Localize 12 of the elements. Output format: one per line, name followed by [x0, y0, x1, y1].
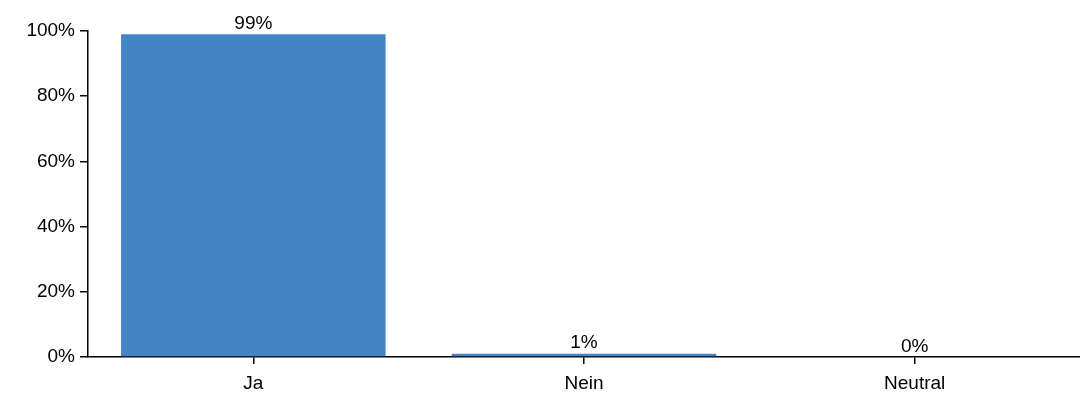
- data-label: 1%: [570, 331, 598, 353]
- x-tick-label: Ja: [243, 371, 264, 393]
- data-label: 0%: [900, 334, 929, 356]
- y-tick-label: 80%: [36, 84, 76, 106]
- y-tick-label: 100%: [26, 19, 76, 41]
- y-tick-label: 0%: [47, 345, 76, 367]
- y-tick-label: 60%: [36, 149, 76, 171]
- x-tick-label: Nein: [564, 371, 604, 393]
- y-tick-label: 40%: [36, 214, 76, 236]
- data-label: 99%: [234, 11, 273, 33]
- y-tick-label: 20%: [36, 280, 76, 302]
- x-tick-label: Neutral: [884, 371, 946, 393]
